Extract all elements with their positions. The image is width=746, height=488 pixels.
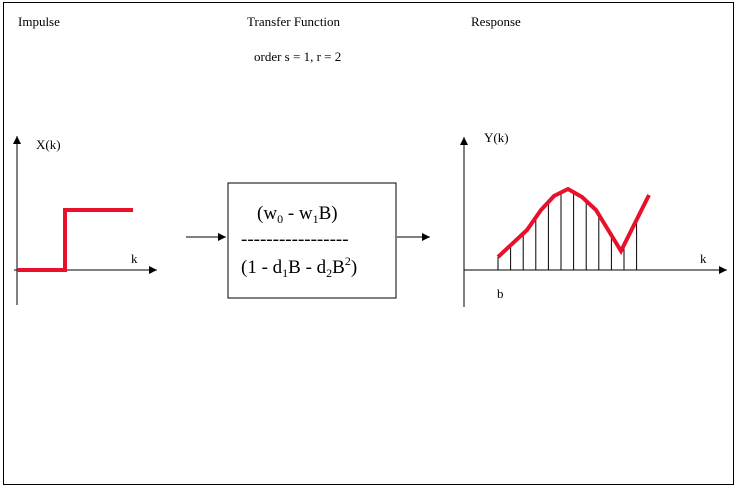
denominator: (1 - d1B - d2B2) xyxy=(241,254,357,280)
response-curve xyxy=(496,186,651,259)
response-x-label: k xyxy=(700,251,707,266)
response-y-label: Y(k) xyxy=(484,130,509,145)
transfer-function-box: (w0 - w1B) ----------------- (1 - d1B - … xyxy=(227,182,397,299)
impulse-title: Impulse xyxy=(18,14,60,29)
order-text: order s = 1, r = 2 xyxy=(254,49,341,64)
fraction-divider: ----------------- xyxy=(241,229,349,250)
response-stems xyxy=(497,192,638,270)
response-title: Response xyxy=(471,14,521,29)
response-plot: Y(k) k b xyxy=(460,130,727,307)
impulse-y-label: X(k) xyxy=(36,137,61,152)
numerator: (w0 - w1B) xyxy=(257,203,338,226)
step-signal xyxy=(17,208,133,272)
impulse-x-label: k xyxy=(131,251,138,266)
transfer-box-border xyxy=(227,182,397,299)
impulse-plot: X(k) k xyxy=(13,136,157,305)
transfer-function-title: Transfer Function xyxy=(247,14,341,29)
b-label: b xyxy=(497,286,504,301)
